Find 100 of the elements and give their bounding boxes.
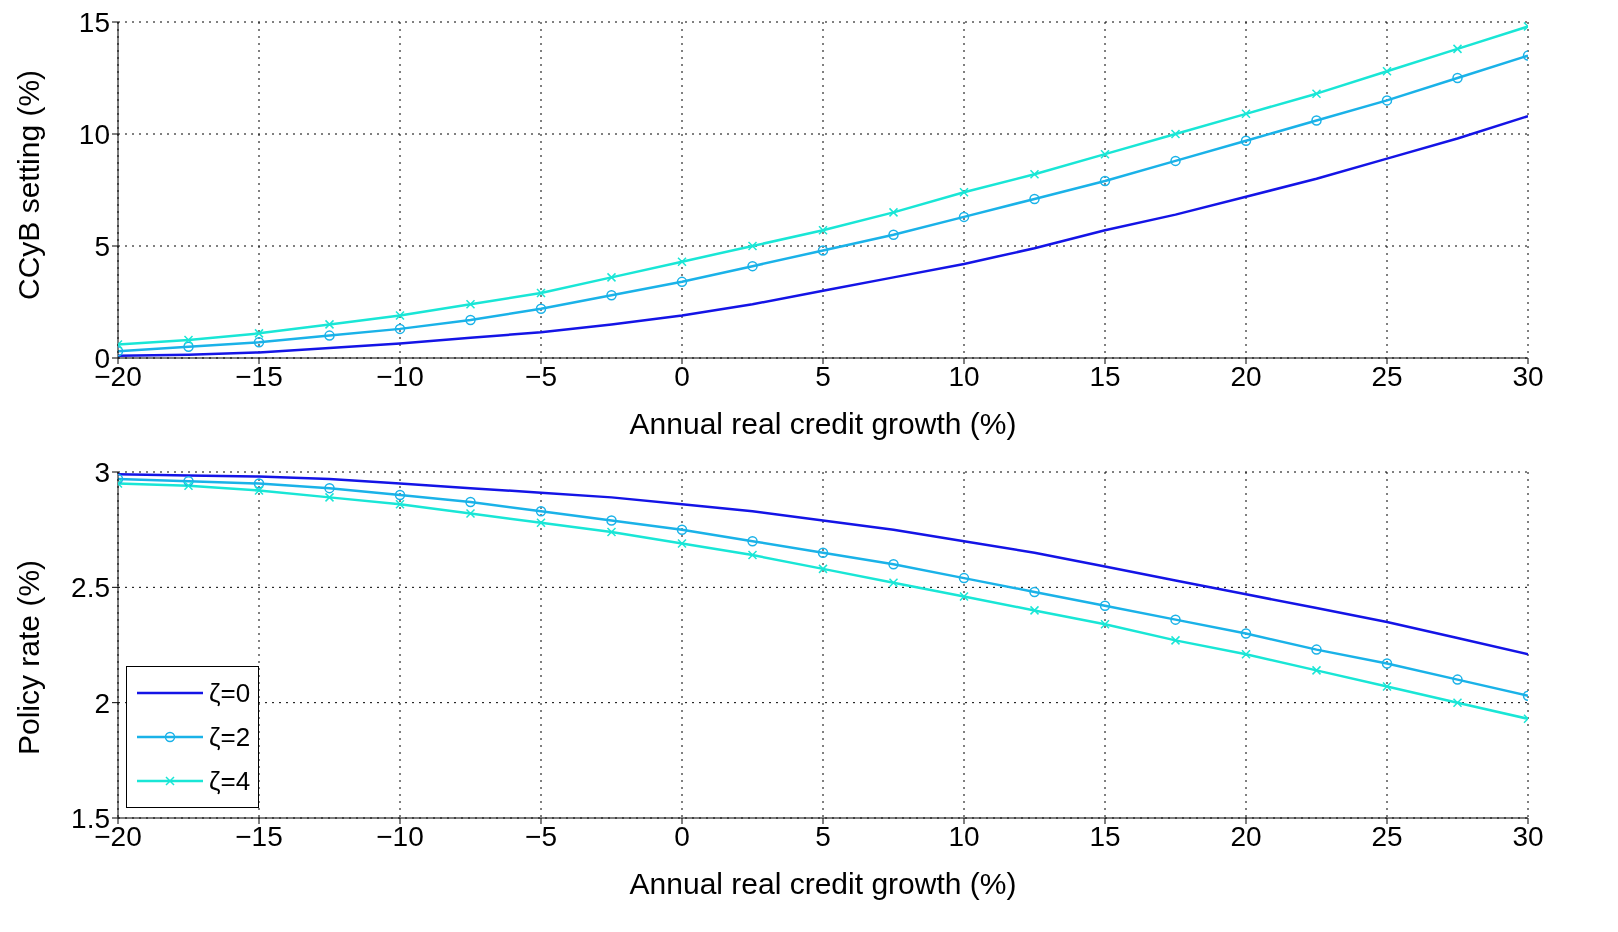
point (324, 482, 335, 494)
point (1170, 614, 1181, 625)
y-tick-label: 3 (94, 456, 110, 488)
x-tick-label: 25 (1371, 820, 1403, 852)
legend-label: ζ=4 (209, 765, 251, 797)
point (1311, 115, 1322, 126)
point (1452, 72, 1463, 84)
point (958, 211, 970, 223)
point (1170, 635, 1181, 646)
point (1029, 605, 1040, 616)
point (465, 299, 476, 309)
x-tick-label: 20 (1230, 820, 1262, 852)
point (183, 341, 194, 353)
x-tick-label: 10 (948, 360, 980, 392)
point (606, 272, 617, 283)
point (324, 492, 335, 503)
point (535, 505, 547, 517)
x-tick-label: 30 (1512, 820, 1544, 852)
point (888, 559, 899, 570)
x-tick-label: −15 (235, 360, 283, 392)
y-tick-label: 2 (94, 687, 110, 719)
point (958, 572, 970, 584)
x-tick-label: 20 (1230, 360, 1262, 392)
point (747, 550, 758, 560)
point (1382, 66, 1392, 77)
x-tick-label: 5 (815, 820, 831, 852)
point (535, 303, 547, 314)
x-tick-label: −5 (525, 820, 557, 852)
point (1170, 129, 1181, 139)
point (536, 288, 546, 298)
point (888, 229, 899, 241)
point (1311, 88, 1322, 99)
point (183, 335, 194, 345)
x-tick-label: −10 (376, 360, 424, 392)
point (1452, 697, 1463, 708)
point (465, 508, 476, 519)
point (324, 319, 335, 330)
x-axis-title: Annual real credit growth (%) (629, 867, 1017, 900)
point (394, 323, 406, 335)
x-tick-label: 5 (815, 360, 831, 392)
point (253, 337, 265, 348)
point (1241, 109, 1251, 119)
point (959, 591, 969, 602)
point (1311, 644, 1322, 655)
point (677, 256, 687, 267)
point (676, 524, 688, 535)
x-tick-label: 15 (1089, 820, 1121, 852)
x-tick-label: −15 (235, 820, 283, 852)
point (676, 276, 688, 288)
x-axis-title: Annual real credit growth (%) (629, 407, 1017, 440)
point (888, 207, 899, 218)
point (254, 328, 264, 339)
point (1029, 193, 1040, 205)
point (1241, 649, 1251, 659)
point (1381, 95, 1393, 106)
point (1100, 149, 1110, 159)
legend-label: ζ=0 (209, 677, 251, 709)
x-tick-label: 30 (1512, 360, 1544, 392)
point (1100, 619, 1110, 629)
point (1240, 135, 1252, 146)
point (817, 245, 829, 256)
point (959, 187, 969, 197)
point (677, 538, 687, 549)
point (1311, 665, 1322, 676)
point (536, 518, 546, 528)
point (888, 577, 899, 588)
x-tick-label: 25 (1371, 360, 1403, 392)
point (818, 564, 828, 574)
x-tick-label: −5 (525, 360, 557, 392)
point (606, 515, 617, 526)
y-axis-title: Policy rate (%) (11, 559, 45, 755)
point (747, 241, 758, 251)
y-axis-title: CCyB setting (%) (11, 69, 45, 300)
point (1381, 658, 1393, 669)
y-tick-label: 10 (78, 118, 110, 150)
point (1452, 44, 1463, 54)
x-tick-label: 0 (674, 820, 690, 852)
point (747, 535, 758, 547)
point (183, 475, 194, 487)
point (818, 225, 828, 236)
point (1382, 681, 1392, 692)
point (1452, 674, 1463, 685)
point (1099, 600, 1111, 612)
point (465, 496, 476, 508)
point (606, 527, 617, 537)
point (1240, 628, 1252, 639)
point (1170, 155, 1181, 167)
point (395, 310, 405, 321)
x-tick-label: −10 (376, 820, 424, 852)
point (606, 290, 617, 301)
point (465, 314, 476, 326)
point (324, 330, 335, 341)
y-tick-label: 15 (78, 6, 110, 38)
point (254, 485, 264, 496)
x-tick-label: 0 (674, 360, 690, 392)
y-tick-label: 2.5 (71, 572, 110, 604)
point (1099, 175, 1111, 187)
point (253, 478, 265, 489)
point (817, 547, 829, 558)
point (747, 260, 758, 272)
